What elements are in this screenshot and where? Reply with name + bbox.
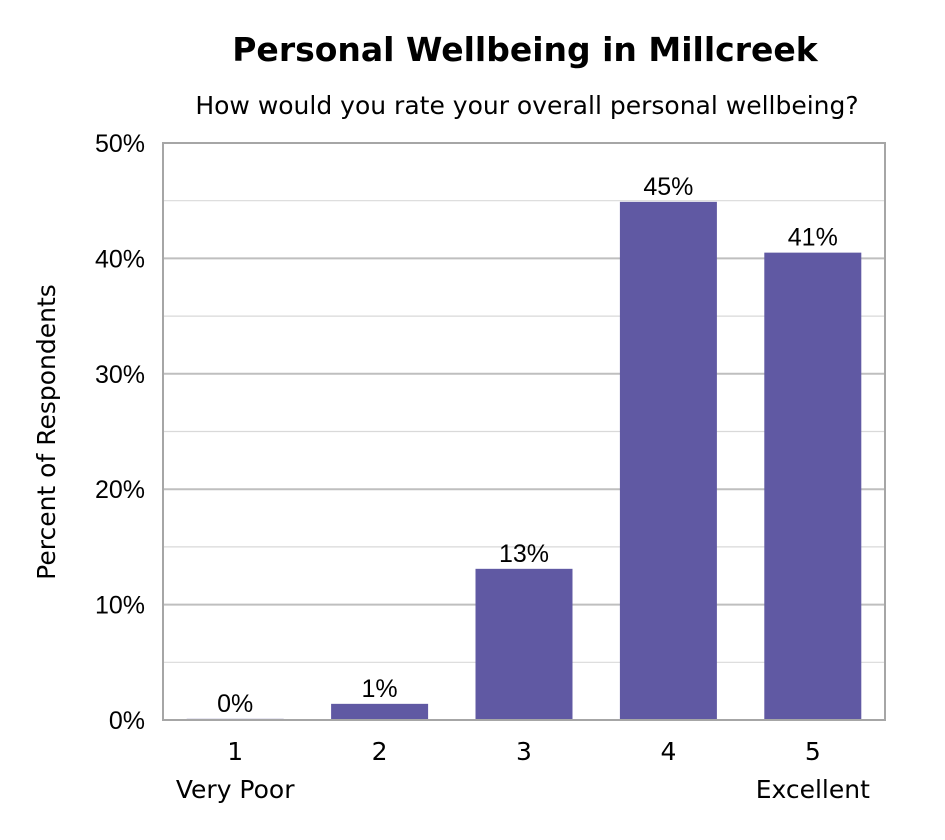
x-tick-sublabel: Excellent [756,775,870,804]
x-tick-label: 1 [227,737,243,766]
bar [619,201,717,720]
data-label: 13% [499,540,549,568]
chart-subtitle: How would you rate your overall personal… [195,91,858,120]
data-label: 41% [788,224,838,252]
y-tick-label: 10% [95,592,145,620]
y-tick-label: 40% [95,245,145,273]
y-tick-label: 20% [95,476,145,504]
x-tick-label: 3 [516,737,532,766]
data-label: 45% [643,173,693,201]
x-tick-label: 4 [660,737,676,766]
chart-title: Personal Wellbeing in Millcreek [232,30,819,69]
y-tick-label: 30% [95,361,145,389]
y-tick-label: 50% [95,130,145,158]
x-tick-sublabel: Very Poor [176,775,295,804]
bar [331,703,429,720]
bar [475,568,573,720]
x-tick-label: 5 [805,737,821,766]
y-tick-label: 0% [109,707,145,735]
data-label: 1% [362,675,398,703]
plot-area: 0% 10% 20% 30% 40% 50% 0% 1 Very Poor 1% 2 13% 3 45% 4… [95,130,886,804]
x-tick-label: 2 [372,737,388,766]
bar [764,252,862,720]
data-label: 0% [217,690,253,718]
y-axis-label: Percent of Respondents [32,284,61,580]
